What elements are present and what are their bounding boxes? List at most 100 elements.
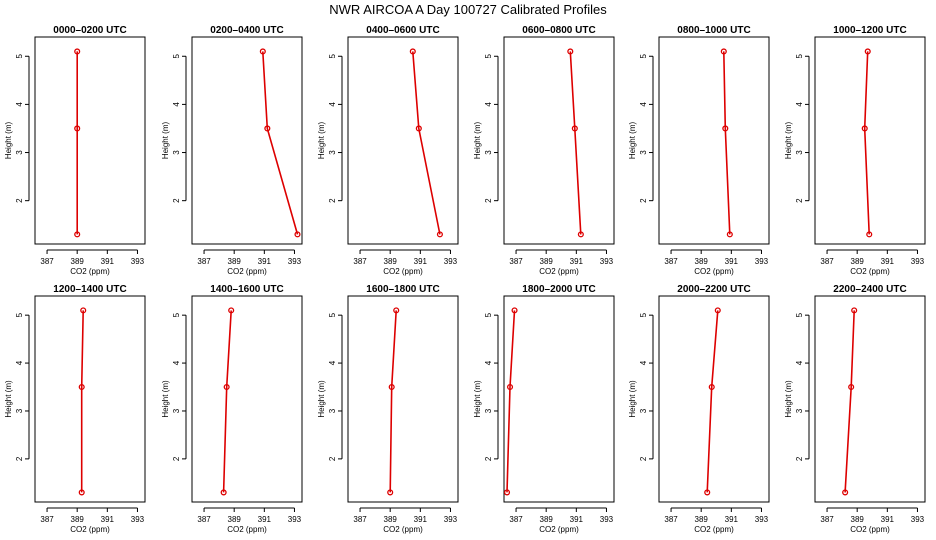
y-tick-label: 5 (328, 312, 337, 317)
panels-container: 0000–0200 UTC 387 389 391 393 CO2 (ppm) 2 3 4 5 He… (4, 25, 926, 534)
x-axis-label: CO2 (ppm) (70, 267, 110, 276)
panel-1: 0200–0400 UTC 387 389 391 393 CO2 (ppm) 2 3 4 5 He… (161, 25, 303, 276)
x-axis-label: CO2 (ppm) (694, 525, 734, 534)
y-tick-label: 4 (15, 360, 24, 365)
plot-frame (658, 295, 770, 503)
data-point (220, 489, 227, 496)
x-tick-label: 389 (851, 257, 865, 266)
x-tick-label: 389 (71, 515, 85, 524)
y-tick-label: 2 (328, 198, 337, 203)
y-tick-label: 4 (172, 102, 181, 107)
x-axis-label: CO2 (ppm) (539, 525, 579, 534)
data-point (571, 125, 578, 132)
panel-title: 0200–0400 UTC (210, 25, 283, 36)
data-point (708, 383, 715, 391)
x-tick-label: 391 (101, 515, 115, 524)
y-axis-label: Height (m) (784, 121, 793, 159)
y-tick-label: 3 (795, 150, 804, 155)
x-tick-label: 393 (755, 257, 769, 266)
plot-frame (814, 36, 926, 245)
plot-frame (658, 36, 770, 245)
profile-line (412, 51, 441, 235)
x-tick-label: 393 (755, 515, 769, 524)
data-point (78, 383, 85, 391)
panel-title: 2000–2200 UTC (677, 284, 750, 295)
panel-0: 0000–0200 UTC 387 389 391 393 CO2 (ppm) 2 3 4 5 He… (4, 25, 146, 276)
x-tick-label: 391 (414, 515, 428, 524)
x-tick-label: 387 (509, 515, 523, 524)
y-axis-label: Height (m) (473, 380, 482, 418)
panel-title: 0600–0800 UTC (522, 25, 595, 36)
plot-frame (503, 36, 615, 245)
x-tick-label: 389 (695, 515, 709, 524)
y-tick-label: 4 (639, 360, 648, 365)
y-tick-label: 4 (484, 360, 493, 365)
plot-frame (34, 36, 146, 245)
panel-title: 1600–1800 UTC (366, 284, 439, 295)
x-tick-label: 387 (820, 257, 834, 266)
y-tick-label: 2 (172, 456, 181, 461)
y-tick-label: 4 (795, 102, 804, 107)
x-tick-label: 391 (101, 257, 115, 266)
y-tick-label: 2 (15, 456, 24, 461)
x-tick-label: 389 (71, 257, 85, 266)
data-point (726, 231, 733, 238)
y-tick-label: 5 (15, 53, 24, 58)
panel-title: 0800–1000 UTC (677, 25, 750, 36)
x-tick-label: 387 (197, 515, 211, 524)
data-point (78, 489, 85, 496)
y-tick-label: 2 (484, 198, 493, 203)
y-tick-label: 3 (328, 408, 337, 413)
x-tick-label: 389 (851, 515, 865, 524)
x-tick-label: 387 (353, 515, 367, 524)
profile-line (723, 51, 731, 235)
y-tick-label: 2 (639, 456, 648, 461)
x-tick-label: 389 (228, 515, 242, 524)
plot-frame (347, 36, 459, 245)
y-axis-label: Height (m) (317, 380, 326, 418)
profile-line (222, 310, 232, 493)
data-point (264, 125, 271, 132)
x-tick-label: 391 (570, 515, 584, 524)
plot-frame (34, 295, 146, 503)
y-axis-label: Height (m) (161, 121, 170, 159)
panel-6: 1200–1400 UTC 387 389 391 393 CO2 (ppm) 2 3 4 5 He… (4, 284, 146, 534)
x-tick-label: 389 (384, 515, 398, 524)
x-tick-label: 393 (600, 257, 614, 266)
y-tick-label: 2 (795, 456, 804, 461)
y-axis-label: Height (m) (4, 380, 13, 418)
x-tick-label: 393 (911, 515, 925, 524)
panel-8: 1600–1800 UTC 387 389 391 393 CO2 (ppm) 2 3 4 5 He… (317, 284, 459, 534)
data-point (503, 489, 511, 496)
data-point (74, 231, 81, 238)
panel-title: 0000–0200 UTC (53, 25, 126, 36)
panel-4: 0800–1000 UTC 387 389 391 393 CO2 (ppm) 2 3 4 5 He… (628, 25, 770, 276)
x-axis-label: CO2 (ppm) (70, 525, 110, 534)
data-point (409, 48, 416, 55)
y-tick-label: 3 (639, 150, 648, 155)
y-tick-label: 5 (639, 53, 648, 58)
y-tick-label: 2 (795, 198, 804, 203)
x-tick-label: 393 (288, 257, 302, 266)
y-tick-label: 3 (172, 150, 181, 155)
x-tick-label: 391 (258, 515, 272, 524)
plot-frame (347, 295, 459, 503)
data-point (722, 125, 729, 132)
x-tick-label: 389 (695, 257, 709, 266)
y-tick-label: 5 (484, 53, 493, 58)
x-tick-label: 387 (197, 257, 211, 266)
y-axis-label: Height (m) (473, 121, 482, 159)
x-tick-label: 387 (40, 257, 54, 266)
y-tick-label: 4 (15, 102, 24, 107)
plot-frame (191, 295, 303, 503)
x-axis-label: CO2 (ppm) (383, 267, 423, 276)
x-tick-label: 391 (881, 515, 895, 524)
y-tick-label: 4 (795, 360, 804, 365)
profile-line (569, 51, 582, 235)
y-tick-label: 3 (639, 408, 648, 413)
y-tick-label: 4 (639, 102, 648, 107)
data-point (864, 48, 871, 55)
y-tick-label: 5 (795, 53, 804, 58)
profile-line (80, 310, 84, 493)
y-tick-label: 2 (639, 198, 648, 203)
